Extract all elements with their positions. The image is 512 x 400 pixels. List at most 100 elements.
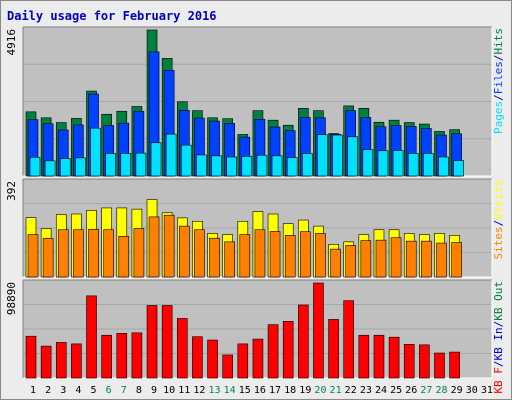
bar-kb-f-day-15 [237, 343, 249, 379]
bar-kb-f-day-28 [434, 352, 445, 379]
x-tick-label-day-13: 13 [209, 385, 221, 396]
x-tick-label-day-18: 18 [284, 385, 296, 396]
bar-kb-f-day-23 [358, 334, 370, 379]
bar-sites-day-10 [163, 214, 175, 278]
legend-entry: / [492, 220, 505, 227]
x-tick-label-day-16: 16 [254, 385, 266, 396]
bar-sites-day-6 [103, 229, 114, 278]
bar-sites-day-11 [178, 225, 190, 278]
legend-entry: / [492, 321, 505, 328]
bar-sites-day-16 [254, 229, 266, 278]
bar-pages-day-25 [392, 150, 404, 177]
bar-kb-f-day-18 [282, 321, 294, 379]
bar-sites-day-7 [118, 235, 130, 278]
bar-pages-day-15 [241, 156, 253, 177]
panel-3-legend: KB F/KB In/KB Out [492, 281, 505, 394]
bar-sites-day-24 [375, 239, 387, 278]
bar-pages-day-3 [59, 158, 71, 177]
bar-kb-f-day-1 [25, 335, 37, 379]
panel-2-ymax-label: 392 [5, 181, 18, 201]
bar-kb-f-day-10 [161, 305, 173, 379]
x-tick-label-day-28: 28 [435, 385, 447, 396]
legend-entry: Sites [492, 226, 505, 259]
bar-sites-day-18 [284, 235, 296, 278]
bar-pages-day-17 [271, 155, 283, 177]
bar-pages-day-1 [29, 156, 41, 177]
x-tick-label-day-5: 5 [91, 385, 97, 396]
x-tick-label-day-2: 2 [45, 385, 51, 396]
bar-kb-f-day-19 [298, 304, 309, 379]
bar-pages-day-4 [75, 157, 86, 177]
bar-sites-day-2 [42, 237, 54, 278]
x-tick-label-day-21: 21 [330, 385, 342, 396]
x-tick-label-day-1: 1 [30, 385, 36, 396]
x-tick-label-day-14: 14 [224, 385, 236, 396]
bar-sites-day-23 [360, 240, 372, 278]
bar-kb-f-day-26 [403, 344, 415, 379]
bar-pages-day-11 [180, 144, 192, 177]
bar-sites-day-4 [73, 229, 84, 278]
x-tick-label-day-30: 30 [466, 385, 478, 396]
bar-kb-f-day-9 [146, 305, 158, 379]
bar-pages-day-20 [317, 134, 328, 177]
x-tick-label-day-24: 24 [375, 385, 387, 396]
bar-pages-day-28 [438, 156, 449, 177]
bar-pages-day-21 [332, 134, 343, 177]
bar-pages-day-26 [407, 153, 419, 177]
bar-pages-day-13 [211, 155, 222, 177]
x-tick-label-day-3: 3 [60, 385, 66, 396]
bar-kb-f-day-12 [192, 336, 203, 379]
legend-entry: KB F [492, 367, 505, 394]
x-tick-label-day-8: 8 [136, 385, 142, 396]
bar-pages-day-7 [120, 153, 132, 177]
bar-sites-day-9 [148, 216, 160, 278]
x-tick-label-day-23: 23 [360, 385, 372, 396]
x-tick-label-day-27: 27 [420, 385, 432, 396]
bar-sites-day-25 [390, 237, 402, 278]
bar-sites-day-14 [224, 241, 235, 278]
bar-pages-day-29 [453, 160, 464, 177]
bar-pages-day-12 [196, 154, 207, 177]
bar-pages-day-22 [347, 136, 359, 177]
bar-pages-day-16 [256, 154, 268, 177]
bar-pages-day-6 [105, 153, 116, 177]
legend-entry: KB Out [492, 281, 505, 321]
bar-kb-f-day-29 [449, 351, 460, 379]
bar-sites-day-8 [133, 228, 145, 278]
panel-2-legend: Sites/Visits [492, 180, 505, 260]
x-tick-label-day-17: 17 [269, 385, 281, 396]
x-tick-label-day-31: 31 [481, 385, 493, 396]
bar-kb-f-day-3 [55, 342, 67, 379]
bar-sites-day-3 [57, 229, 69, 278]
x-tick-label-day-15: 15 [239, 385, 251, 396]
x-tick-label-day-7: 7 [121, 385, 127, 396]
bar-sites-day-26 [405, 240, 417, 278]
x-tick-label-day-10: 10 [163, 385, 175, 396]
bar-sites-day-12 [194, 229, 205, 278]
legend-entry: Pages [492, 101, 505, 134]
legend-entry: Visits [492, 180, 505, 220]
panel-1-legend: Pages/Files/Hits [492, 28, 505, 134]
legend-entry: / [492, 55, 505, 62]
bar-sites-day-21 [330, 248, 341, 278]
bar-sites-day-22 [345, 245, 357, 278]
bar-pages-day-14 [226, 156, 237, 177]
bar-kb-f-day-17 [267, 324, 279, 379]
bar-kb-f-day-14 [222, 354, 233, 379]
legend-entry: Hits [492, 28, 505, 55]
bar-pages-day-24 [377, 150, 389, 177]
bar-sites-day-17 [269, 231, 281, 278]
bar-pages-day-19 [302, 153, 313, 177]
bar-kb-f-day-21 [328, 319, 339, 379]
x-tick-label-day-20: 20 [314, 385, 326, 396]
bar-pages-day-8 [135, 152, 147, 177]
bar-pages-day-23 [362, 149, 374, 177]
x-tick-label-day-25: 25 [390, 385, 402, 396]
x-tick-label-day-26: 26 [405, 385, 417, 396]
bar-pages-day-27 [423, 153, 434, 177]
x-tick-label-day-6: 6 [106, 385, 112, 396]
bar-kb-f-day-2 [40, 345, 52, 379]
bar-sites-day-29 [451, 242, 462, 278]
bar-kb-f-day-8 [131, 332, 143, 379]
bar-sites-day-19 [300, 231, 311, 278]
